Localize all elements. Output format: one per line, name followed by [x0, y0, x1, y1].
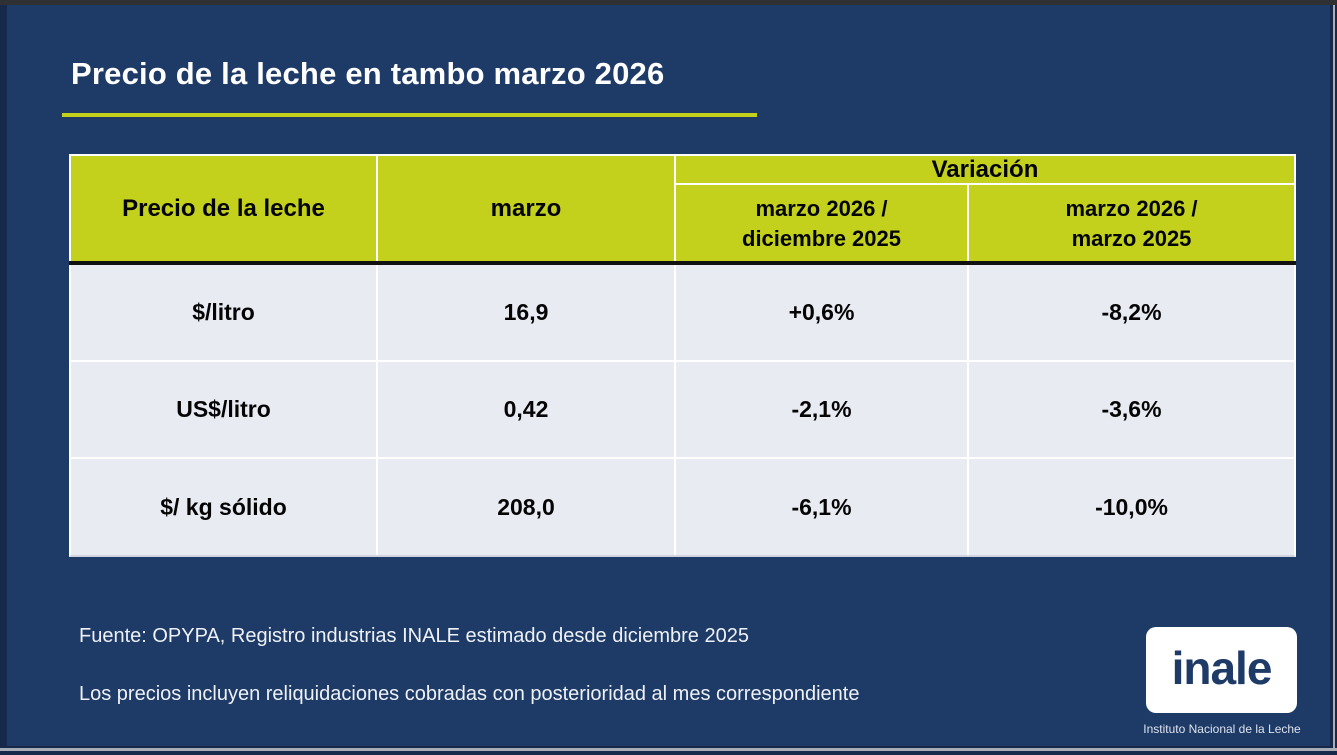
row-kg-solido-var-year: -10,0% [969, 459, 1294, 555]
header-body-divider [69, 261, 1296, 265]
milk-price-table: Precio de la leche marzo Variación marzo… [69, 154, 1296, 557]
row-peso-litro-value: 16,9 [378, 264, 674, 360]
row-peso-litro-var-dec: +0,6% [676, 264, 967, 360]
row-usd-litro-value: 0,42 [378, 362, 674, 457]
row-peso-litro-var-year: -8,2% [969, 264, 1294, 360]
table-header-variation-vs-december: marzo 2026 / diciembre 2025 [676, 185, 967, 262]
footnote-note: Los precios incluyen reliquidaciones cob… [79, 683, 860, 705]
row-kg-solido-var-dec: -6,1% [676, 459, 967, 555]
table-header-variation-vs-year: marzo 2026 / marzo 2025 [969, 185, 1294, 262]
window-right-edge [1333, 5, 1335, 751]
table-header-month: marzo [378, 156, 674, 262]
row-usd-litro-var-dec: -2,1% [676, 362, 967, 457]
row-peso-litro-unit: $/litro [71, 264, 376, 360]
row-kg-solido-value: 208,0 [378, 459, 674, 555]
table-header-price: Precio de la leche [71, 156, 376, 262]
row-usd-litro-unit: US$/litro [71, 362, 376, 457]
title-underline [62, 113, 757, 117]
window-top-edge [0, 0, 1337, 5]
inale-logo-caption: Instituto Nacional de la Leche [1143, 722, 1301, 736]
inale-logo-wordmark: inale [1171, 642, 1273, 694]
slide-canvas: Precio de la leche en tambo marzo 2026 P… [7, 5, 1330, 746]
window-bottom-edge [0, 748, 1337, 751]
page-title: Precio de la leche en tambo marzo 2026 [71, 56, 665, 91]
row-kg-solido-unit: $/ kg sólido [71, 459, 376, 555]
inale-logo: inale [1146, 627, 1297, 713]
footnote-source: Fuente: OPYPA, Registro industrias INALE… [79, 625, 749, 647]
row-usd-litro-var-year: -3,6% [969, 362, 1294, 457]
table-header-variation-group: Variación [676, 156, 1294, 183]
